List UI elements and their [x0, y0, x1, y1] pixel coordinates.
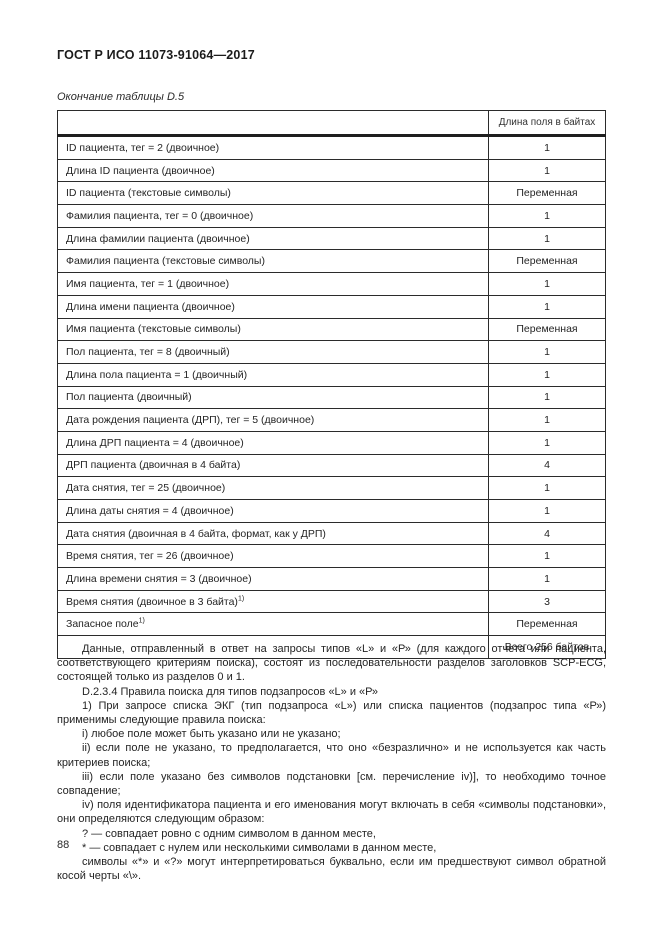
field-length-cell: Переменная [488, 181, 606, 206]
header-length-label: Длина поля в байтах [488, 110, 606, 137]
table-row: Время снятия (двоичное в 3 байта)1) 3 [57, 589, 606, 614]
field-name-cell: Фамилия пациента, тег = 0 (двоичное) [57, 204, 489, 228]
paragraph: ii) если поле не указано, то предполагае… [57, 742, 606, 769]
paragraph: iv) поля идентификатора пациента и его и… [57, 799, 606, 826]
field-length-cell: 4 [488, 521, 606, 546]
header-empty-cell [57, 110, 489, 137]
field-name-cell: Дата снятия, тег = 25 (двоичное) [57, 476, 489, 500]
field-name-cell: Пол пациента (двоичный) [57, 385, 489, 410]
field-length-cell: 1 [488, 272, 606, 296]
table-row: Пол пациента (двоичный) 1 [57, 385, 606, 410]
table-row: Длина фамилии пациента (двоичное) 1 [57, 226, 606, 251]
table-row: Длина пола пациента = 1 (двоичный) 1 [57, 362, 606, 387]
field-name-cell: Длина ID пациента (двоичное) [57, 158, 489, 183]
field-length-cell: 3 [488, 589, 606, 614]
field-length-cell: Всего 256 байтов [488, 635, 606, 659]
field-length-cell: 1 [488, 385, 606, 410]
field-length-cell: 1 [488, 204, 606, 228]
field-length-cell: 1 [488, 226, 606, 251]
table-row: Время снятия, тег = 26 (двоичное) 1 [57, 544, 606, 569]
field-name-cell: Длина ДРП пациента = 4 (двоичное) [57, 430, 489, 455]
field-length-cell: 4 [488, 453, 606, 478]
field-name-cell: Дата рождения пациента (ДРП), тег = 5 (д… [57, 408, 489, 432]
table-caption: Окончание таблицы D.5 [57, 91, 185, 103]
table-row: Фамилия пациента (текстовые символы) Пере… [57, 249, 606, 274]
field-name-cell: Имя пациента, тег = 1 (двоичное) [57, 272, 489, 296]
field-name-cell: Время снятия (двоичное в 3 байта)1) [57, 589, 489, 614]
table-row: Всего 256 байтов [57, 635, 606, 659]
field-length-cell: 1 [488, 430, 606, 455]
field-length-cell: 1 [488, 294, 606, 319]
table-row: ID пациента (текстовые символы) Переменна… [57, 181, 606, 206]
table-row: Длина даты снятия = 4 (двоичное) 1 [57, 499, 606, 523]
table-row: Имя пациента (текстовые символы) Переменн… [57, 317, 606, 342]
field-name-cell: Дата снятия (двоичная в 4 байта, формат,… [57, 521, 489, 546]
field-name-cell: Фамилия пациента (текстовые символы) [57, 249, 489, 274]
table-row: Длина времени снятия = 3 (двоичное) 1 [57, 567, 606, 591]
paragraph: символы «*» и «?» могут интерпретировать… [57, 856, 606, 883]
paragraph: D.2.3.4 Правила поиска для типов подзапр… [82, 685, 379, 698]
field-length-cell: Переменная [488, 317, 606, 342]
field-length-cell: 1 [488, 499, 606, 523]
field-name-cell: Запасное поле1) [57, 612, 489, 637]
field-name-cell: Длина времени снятия = 3 (двоичное) [57, 567, 489, 591]
footnote-marker: 1) [237, 595, 245, 603]
table-row: Фамилия пациента, тег = 0 (двоичное) 1 [57, 204, 606, 228]
doc-header: ГОСТ Р ИСО 11073-91064—2017 [57, 48, 255, 62]
field-name-cell: Длина имени пациента (двоичное) [57, 294, 489, 319]
field-name-cell: Длина фамилии пациента (двоичное) [57, 226, 489, 251]
table-row: Имя пациента, тег = 1 (двоичное) 1 [57, 272, 606, 296]
page-number: 88 [57, 839, 70, 851]
paragraph: iii) если поле указано без символов подс… [57, 770, 606, 798]
field-length-cell: 1 [488, 135, 606, 160]
table-row: ID пациента, тег = 2 (двоичное) 1 [57, 135, 606, 160]
field-name-cell: ID пациента, тег = 2 (двоичное) [57, 135, 489, 160]
field-name-cell: ID пациента (текстовые символы) [57, 181, 489, 206]
paragraph: 1) При запросе списка ЭКГ (тип подзапрос… [57, 699, 606, 727]
table-row: Дата рождения пациента (ДРП), тег = 5 (д… [57, 408, 606, 432]
table-row: Запасное поле1) Переменная [57, 612, 606, 637]
table-row: Длина ID пациента (двоичное) 1 [57, 158, 606, 183]
paragraph: * — совпадает с нулем или несколькими си… [82, 841, 437, 854]
table-row: Пол пациента, тег = 8 (двоичный) 1 [57, 340, 606, 364]
field-length-table: Длина поля в байтах ID пациента, тег = 2… [57, 110, 606, 659]
field-name-cell: ДРП пациента (двоичная в 4 байта) [57, 453, 489, 478]
field-length-cell: 1 [488, 340, 606, 364]
body-text: Данные, отправленный в ответ на запросы … [57, 642, 606, 883]
field-length-cell: 1 [488, 567, 606, 591]
table-row: Дата снятия, тег = 25 (двоичное) 1 [57, 476, 606, 500]
field-length-cell: 1 [488, 158, 606, 183]
field-length-cell: 1 [488, 544, 606, 569]
table-row: Длина имени пациента (двоичное) 1 [57, 294, 606, 319]
footnote-marker: 1) [138, 617, 145, 625]
field-length-cell: 1 [488, 362, 606, 387]
paragraph: ? — совпадает ровно с одним символом в д… [82, 827, 376, 840]
field-length-cell: Переменная [488, 612, 606, 637]
field-name-cell: Пол пациента, тег = 8 (двоичный) [57, 340, 489, 364]
field-length-cell: Переменная [488, 249, 606, 274]
field-name-cell: Длина даты снятия = 4 (двоичное) [57, 499, 489, 523]
paragraph: Данные, отправленный в ответ на запросы … [57, 643, 606, 684]
field-name-cell: Время снятия, тег = 26 (двоичное) [57, 544, 489, 569]
field-length-cell: 1 [488, 408, 606, 432]
field-name-cell: Длина пола пациента = 1 (двоичный) [57, 362, 489, 387]
paragraph: i) любое поле может быть указано или не … [82, 728, 341, 741]
table-row: ДРП пациента (двоичная в 4 байта) 4 [57, 453, 606, 478]
table-row: Дата снятия (двоичная в 4 байта, формат,… [57, 521, 606, 546]
field-length-cell: 1 [488, 476, 606, 500]
field-name-cell: Имя пациента (текстовые символы) [57, 317, 489, 342]
table-row: Длина ДРП пациента = 4 (двоичное) 1 [57, 430, 606, 455]
table-header-row: Длина поля в байтах [57, 110, 606, 137]
